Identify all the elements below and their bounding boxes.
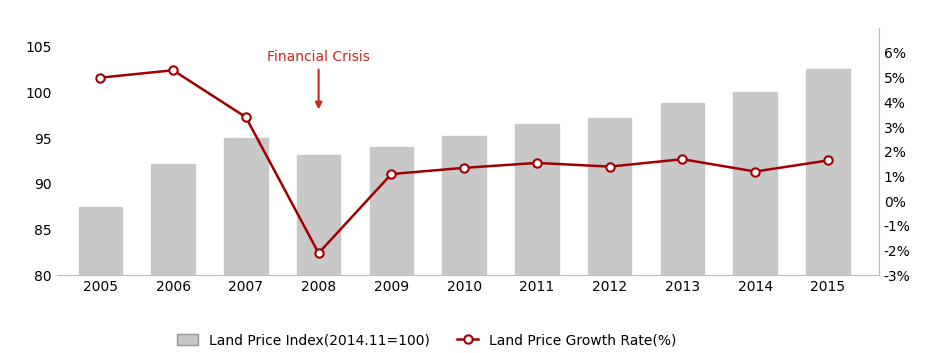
Bar (224, 138, 267, 353)
Bar (733, 92, 776, 353)
Legend: Land Price Index(2014.11=100), Land Price Growth Rate(%): Land Price Index(2014.11=100), Land Pric… (177, 334, 676, 347)
Bar (587, 118, 631, 353)
Bar (78, 207, 122, 353)
Text: Financial Crisis: Financial Crisis (267, 50, 370, 107)
Bar (369, 147, 413, 353)
Bar (442, 136, 485, 353)
Bar (805, 70, 849, 353)
Bar (296, 155, 340, 353)
Bar (514, 124, 558, 353)
Bar (151, 164, 194, 353)
Bar (660, 103, 703, 353)
